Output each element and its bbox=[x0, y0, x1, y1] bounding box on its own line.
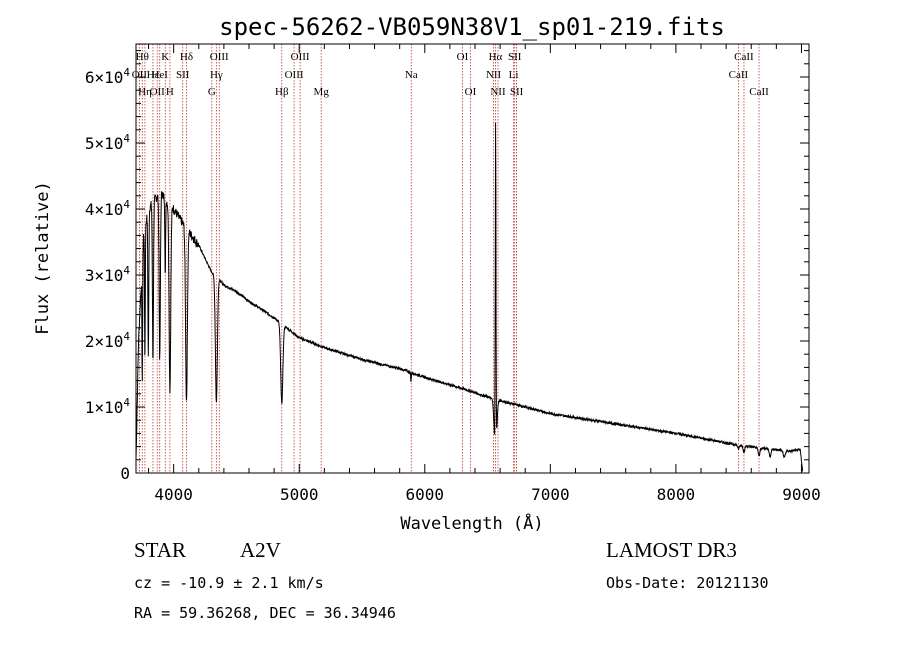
line-label: SII bbox=[508, 51, 522, 63]
x-tick-label: 4000 bbox=[154, 485, 193, 504]
line-label: K bbox=[161, 51, 169, 63]
spectral-subclass: A2V bbox=[240, 538, 281, 563]
line-label: CaII bbox=[749, 86, 769, 98]
line-label: H bbox=[166, 86, 174, 98]
line-label-layer: OIIHθHηHεOIIHeIKHSIIHδGHγOIIIHβOIIIOIIIM… bbox=[132, 51, 769, 98]
line-label: OIII bbox=[285, 69, 304, 81]
line-label: Mg bbox=[314, 86, 330, 98]
x-axis: 4000 5000 6000 7000 8000 9000 bbox=[149, 44, 821, 504]
line-label: Hδ bbox=[180, 51, 193, 63]
y-axis: 0 1×104 2×104 3×104 4×104 5×104 6×104 bbox=[85, 51, 809, 483]
line-label: G bbox=[208, 86, 216, 98]
line-label: HeI bbox=[151, 69, 168, 81]
line-label: CaII bbox=[729, 69, 749, 81]
y-tick-label: 0 bbox=[120, 464, 130, 483]
y-tick-label: 3×104 bbox=[85, 264, 131, 285]
y-tick-label: 4×104 bbox=[85, 198, 131, 219]
line-label: Hα bbox=[489, 51, 503, 63]
line-label: OII bbox=[132, 69, 148, 81]
line-label: OIII bbox=[210, 51, 229, 63]
x-axis-label: Wavelength (Å) bbox=[400, 512, 543, 534]
y-tick-label: 2×104 bbox=[85, 330, 131, 351]
line-label: Hθ bbox=[136, 51, 149, 63]
spectrum-line bbox=[136, 123, 803, 472]
sky-coordinates: RA = 59.36268, DEC = 36.34946 bbox=[134, 604, 396, 622]
y-axis-label: Flux (relative) bbox=[33, 181, 53, 335]
line-label: SII bbox=[176, 69, 190, 81]
line-label: Li bbox=[509, 69, 519, 81]
line-label: NII bbox=[490, 86, 506, 98]
plot-frame bbox=[136, 44, 809, 473]
x-tick-label: 5000 bbox=[280, 485, 319, 504]
line-label: NII bbox=[486, 69, 502, 81]
observation-date: Obs-Date: 20121130 bbox=[606, 574, 769, 592]
y-tick-label: 1×104 bbox=[85, 396, 131, 417]
x-tick-label: 7000 bbox=[531, 485, 570, 504]
y-tick-label: 5×104 bbox=[85, 132, 131, 153]
line-label: Hβ bbox=[275, 86, 289, 98]
redshift-info: cz = -10.9 ± 2.1 km/s bbox=[134, 574, 324, 592]
line-label: OIII bbox=[291, 51, 310, 63]
line-label: CaII bbox=[734, 51, 754, 63]
x-tick-label: 8000 bbox=[657, 485, 696, 504]
line-label: Hγ bbox=[210, 69, 223, 81]
y-tick-label: 6×104 bbox=[85, 66, 131, 87]
line-label: Na bbox=[405, 69, 418, 81]
line-label: OII bbox=[150, 86, 166, 98]
chart-title: spec-56262-VB059N38V1_sp01-219.fits bbox=[219, 13, 725, 41]
x-tick-label: 6000 bbox=[406, 485, 445, 504]
line-label: OI bbox=[457, 51, 469, 63]
line-label: SII bbox=[510, 86, 524, 98]
line-marker-layer bbox=[139, 44, 759, 473]
line-label: OI bbox=[465, 86, 477, 98]
object-class: STAR bbox=[134, 538, 186, 563]
x-tick-label: 9000 bbox=[782, 485, 821, 504]
survey-name: LAMOST DR3 bbox=[606, 538, 737, 563]
